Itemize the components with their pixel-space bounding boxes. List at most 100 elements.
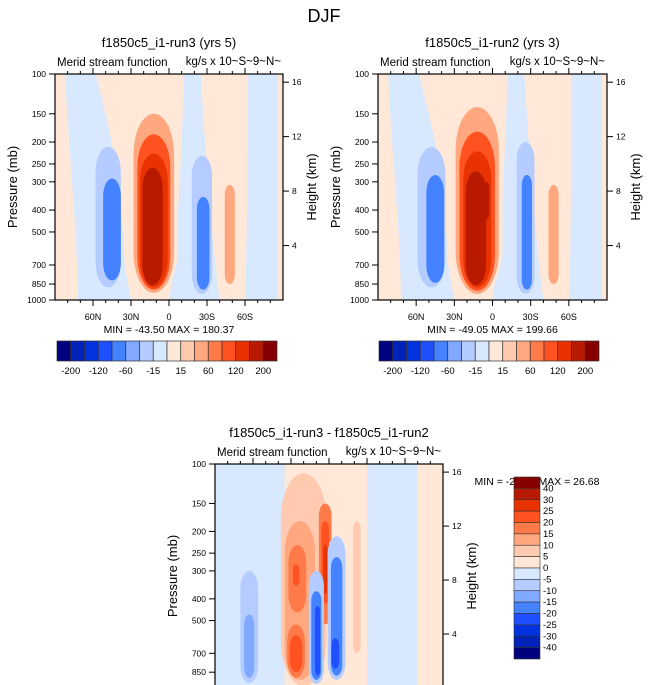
y-tick-label: 700: [32, 260, 46, 270]
colorbar-swatch: [125, 340, 140, 362]
colorbar-label: 120: [550, 366, 566, 377]
x-tick-label: 30S: [523, 312, 539, 322]
right-string: kg/s x 10~S~9~N~: [346, 446, 442, 458]
colorbar-swatch: [419, 340, 435, 362]
y-tick-label: 150: [192, 498, 206, 508]
y-tick-label: 500: [355, 227, 369, 237]
y-tick-label: 850: [355, 279, 369, 289]
y-axis-label: Pressure (mb): [328, 146, 343, 228]
colorbar-label: 0: [543, 563, 548, 574]
panel-run2: 60N 30N 0 30S 60S 100 150 200 250 300 400 500 700 850…: [328, 35, 643, 336]
y-tick-label: 700: [355, 260, 369, 270]
colorbar-label: -200: [61, 366, 80, 377]
page-title: DJF: [308, 6, 341, 26]
y-right-tick-label: 12: [452, 521, 462, 531]
y-tick-label: 300: [32, 177, 46, 187]
colorbar-swatch: [543, 340, 559, 362]
y-right-tick-label: 16: [292, 77, 302, 87]
colorbar-swatch: [461, 340, 476, 362]
x-tick-label: 0: [166, 312, 171, 322]
contour-cell: [323, 545, 328, 594]
contour-band-negative: [367, 464, 418, 685]
colorbar-swatch: [378, 340, 394, 362]
colorbar-label: 15: [543, 529, 554, 540]
colorbar-horizontal: -200 -120 -60 -15 15 60 120 200: [56, 340, 278, 377]
y-tick-label: 1000: [187, 683, 206, 685]
contour-field: [55, 74, 283, 300]
contour-cell: [468, 185, 478, 281]
x-tick-label: 30S: [199, 312, 215, 322]
y-tick-label: 1000: [27, 295, 46, 305]
colorbar-swatch: [513, 635, 541, 648]
y-tick-label: 300: [192, 566, 206, 576]
colorbar-label: 30: [543, 495, 554, 506]
colorbar-label: -120: [89, 366, 108, 377]
colorbar-label: 15: [175, 366, 186, 377]
y-tick-label: 400: [355, 205, 369, 215]
y-tick-label: 850: [192, 667, 206, 677]
colorbar-label: -60: [119, 366, 133, 377]
y-tick-label: 100: [32, 69, 46, 79]
contour-cell: [147, 185, 156, 281]
y-tick-label: 200: [192, 526, 206, 536]
y-right-axis-label: Height (km): [628, 153, 643, 220]
colorbar-swatch: [513, 624, 541, 637]
min-max-text: MIN = -43.50 MAX = 180.37: [104, 324, 235, 336]
colorbar-swatch: [513, 601, 541, 614]
y-right-tick-label: 4: [452, 629, 457, 639]
colorbar-swatch: [97, 340, 113, 362]
contour-cell: [196, 196, 210, 290]
x-tick-label: 60N: [85, 312, 102, 322]
colorbar-label: 40: [543, 483, 554, 494]
colorbar-swatch: [557, 340, 572, 362]
right-string: kg/s x 10~S~9~N~: [186, 56, 282, 68]
colorbar-swatch: [194, 340, 209, 362]
contour-cell: [426, 175, 445, 283]
colorbar-swatch: [513, 590, 541, 603]
colorbar-label: 200: [255, 366, 271, 377]
colorbar-label: -40: [543, 643, 557, 654]
y-right-tick-label: 16: [616, 77, 626, 87]
colorbar-label: 5: [543, 552, 548, 563]
contour-cell: [289, 635, 303, 673]
colorbar-swatch: [513, 613, 541, 626]
y-tick-label: 400: [192, 594, 206, 604]
colorbar-swatch: [84, 340, 99, 362]
colorbar-swatch: [571, 340, 586, 362]
colorbar-swatch: [513, 647, 541, 660]
contour-cell: [315, 605, 321, 676]
y-tick-label: 100: [355, 69, 369, 79]
y-right-axis-label: Height (km): [464, 542, 479, 609]
y-tick-label: 100: [192, 459, 206, 469]
x-tick-label: 60S: [561, 312, 577, 322]
colorbar-swatch: [474, 340, 490, 362]
colorbar-swatch: [262, 340, 278, 362]
colorbar-label: -5: [543, 574, 551, 585]
colorbar-label: -30: [543, 631, 557, 642]
colorbar-swatch: [513, 556, 541, 569]
colorbar-swatch: [207, 340, 223, 362]
colorbar-swatch: [513, 522, 541, 535]
colorbar-label: 200: [577, 366, 593, 377]
colorbar-label: 25: [543, 506, 554, 517]
colorbar-swatch: [513, 476, 541, 489]
y-axis-label: Pressure (mb): [5, 146, 20, 228]
y-tick-label: 250: [355, 159, 369, 169]
y-right-tick-label: 4: [292, 241, 297, 251]
contour-field: [378, 74, 607, 300]
colorbar-swatch: [513, 533, 541, 546]
contour-cell: [244, 614, 255, 678]
left-string: Merid stream function: [217, 447, 328, 459]
y-right-tick-label: 8: [616, 186, 621, 196]
x-tick-label: 0: [490, 312, 495, 322]
contour-cell: [103, 178, 121, 281]
colorbar-label: -15: [543, 597, 557, 608]
y-right-axis-label: Height (km): [304, 153, 319, 220]
colorbar-swatch: [433, 340, 449, 362]
colorbar-swatch: [139, 340, 154, 362]
panel-diff: 60N30N030S60S100150200250300400500700850…: [165, 425, 600, 685]
contour-cell: [392, 243, 399, 290]
colorbar-swatch: [584, 340, 600, 362]
colorbar-swatch: [166, 340, 182, 362]
